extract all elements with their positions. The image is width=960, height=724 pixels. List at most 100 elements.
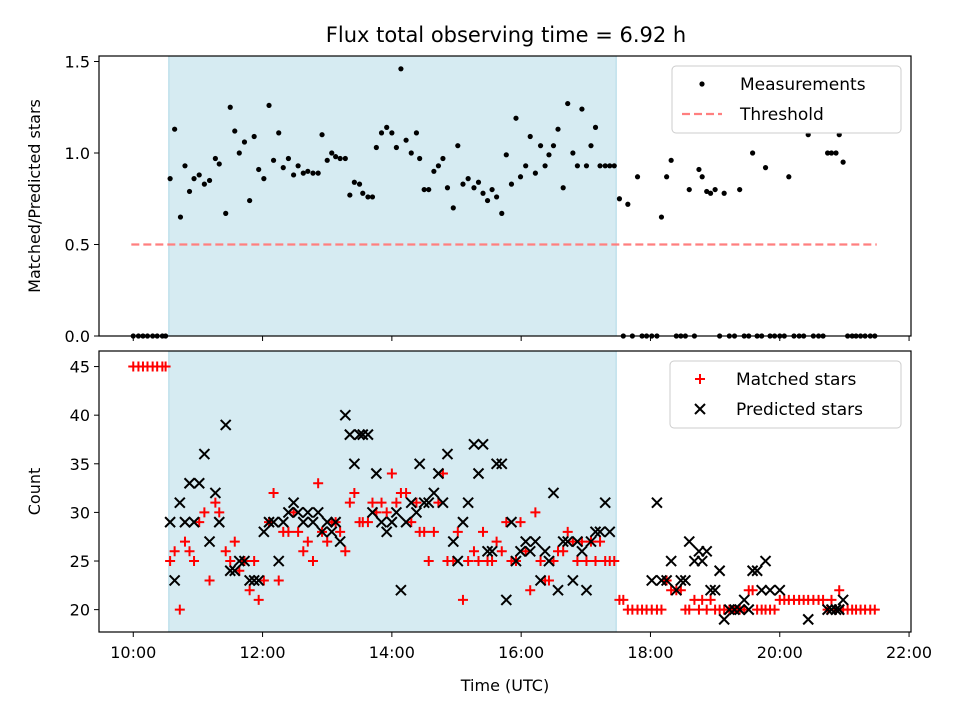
predicted-star-point	[759, 555, 772, 567]
predicted-star-point	[557, 535, 569, 548]
matched-star-point	[491, 536, 502, 547]
matched-star-point	[381, 507, 392, 518]
matched-star-point	[273, 575, 284, 586]
predicted-star-point	[193, 477, 205, 489]
predicted-star-point	[248, 574, 260, 587]
matched-star-point	[697, 594, 708, 605]
x-tick-label: 12:00	[240, 643, 286, 662]
y-tick-label: 40	[70, 406, 90, 425]
predicted-star-point	[405, 496, 417, 509]
matched-star-point	[501, 517, 512, 528]
matched-star-point	[268, 487, 279, 498]
predicted-star-point	[326, 526, 338, 538]
matched-star-point	[562, 526, 573, 537]
measurement-point	[232, 128, 238, 134]
matched-star-point	[452, 526, 463, 537]
matched-star-point	[210, 497, 221, 508]
predicted-star-point	[751, 565, 763, 577]
measurement-point	[833, 150, 839, 156]
observing-span	[168, 55, 617, 337]
measurement-point	[555, 126, 561, 132]
measurement-point	[508, 181, 515, 187]
measurement-point	[186, 188, 193, 195]
measurement-point	[369, 194, 376, 200]
matched-star-point	[656, 604, 667, 615]
predicted-star-point	[580, 584, 593, 596]
matched-star-point	[419, 526, 430, 537]
measurement-point	[704, 188, 710, 195]
legend-measurement-label: Measurements	[740, 75, 866, 95]
measurement-point	[315, 170, 321, 176]
matched-star-point	[590, 556, 601, 567]
measurement-point	[329, 150, 335, 156]
measurement-point	[305, 168, 311, 174]
measurement-point	[319, 132, 325, 138]
measurement-point	[241, 139, 248, 145]
predicted-star-point	[510, 555, 522, 567]
matched-star-point	[229, 536, 240, 547]
predicted-star-point	[774, 584, 786, 596]
measurement-point	[699, 174, 705, 180]
predicted-star-point	[410, 506, 423, 519]
matched-star-point	[298, 546, 309, 557]
predicted-star-point	[746, 565, 759, 577]
measurement-point	[546, 152, 552, 158]
matched-star-point	[423, 556, 434, 567]
top-panel: 0.0 0.5 1.0 1.5 Matched/Predicted stars Measu…	[25, 52, 912, 346]
measurement-point	[750, 150, 756, 156]
measurement-point	[191, 176, 197, 182]
measurement-point	[737, 186, 743, 193]
predicted-star-point	[457, 516, 469, 528]
measurement-point	[565, 100, 571, 107]
matched-star-point	[174, 604, 185, 615]
matched-star-point	[543, 575, 554, 586]
measurement-point	[465, 176, 471, 182]
matched-star-point	[179, 536, 190, 547]
measurement-point	[324, 157, 330, 163]
predicted-star-point	[567, 574, 579, 587]
predicted-star-point	[339, 409, 352, 421]
x-tick-label: 22:00	[886, 643, 932, 662]
predicted-star-point	[514, 545, 527, 558]
predicted-star-point	[833, 603, 845, 616]
measurement-point	[398, 66, 404, 72]
predicted-star-point	[604, 526, 616, 538]
measurement-point	[579, 106, 585, 112]
measurement-point	[489, 186, 495, 193]
predicted-star-point	[576, 545, 588, 558]
measurement-point	[356, 181, 363, 187]
predicted-star-point	[837, 594, 849, 606]
measurement-point	[484, 197, 491, 204]
predicted-star-point	[571, 535, 584, 548]
legend-threshold-label: Threshold	[739, 105, 824, 125]
measurement-point	[634, 174, 641, 180]
predicted-star-point	[802, 613, 814, 626]
measurement-point	[444, 185, 451, 191]
matched-star-point	[184, 546, 195, 557]
matched-star-point	[457, 594, 468, 605]
legend-box	[671, 65, 902, 134]
measurement-point	[417, 155, 423, 162]
predicted-star-point	[357, 428, 369, 441]
matched-star-point	[244, 585, 255, 596]
predicted-star-point	[477, 438, 489, 451]
matched-star-point	[340, 546, 351, 557]
predicted-star-point	[220, 419, 232, 431]
matched-star-point	[535, 556, 546, 567]
predicted-star-point	[481, 545, 494, 558]
predicted-star-point	[198, 448, 211, 460]
legend: Measurements Threshold	[671, 65, 902, 134]
x-tick-label: 14:00	[369, 643, 415, 662]
matched-star-point	[165, 556, 176, 567]
axes-frame	[98, 55, 912, 337]
measurement-point	[393, 144, 399, 151]
predicted-star-point	[329, 516, 342, 528]
matched-star-point	[869, 604, 880, 615]
predicted-star-point	[418, 496, 430, 509]
predicted-star-point	[423, 496, 435, 509]
matched-star-point	[249, 556, 260, 567]
x-tick-label: 16:00	[498, 643, 544, 662]
predicted-star-point	[679, 574, 692, 587]
matched-star-point	[391, 497, 402, 508]
predicted-star-point	[539, 545, 551, 558]
